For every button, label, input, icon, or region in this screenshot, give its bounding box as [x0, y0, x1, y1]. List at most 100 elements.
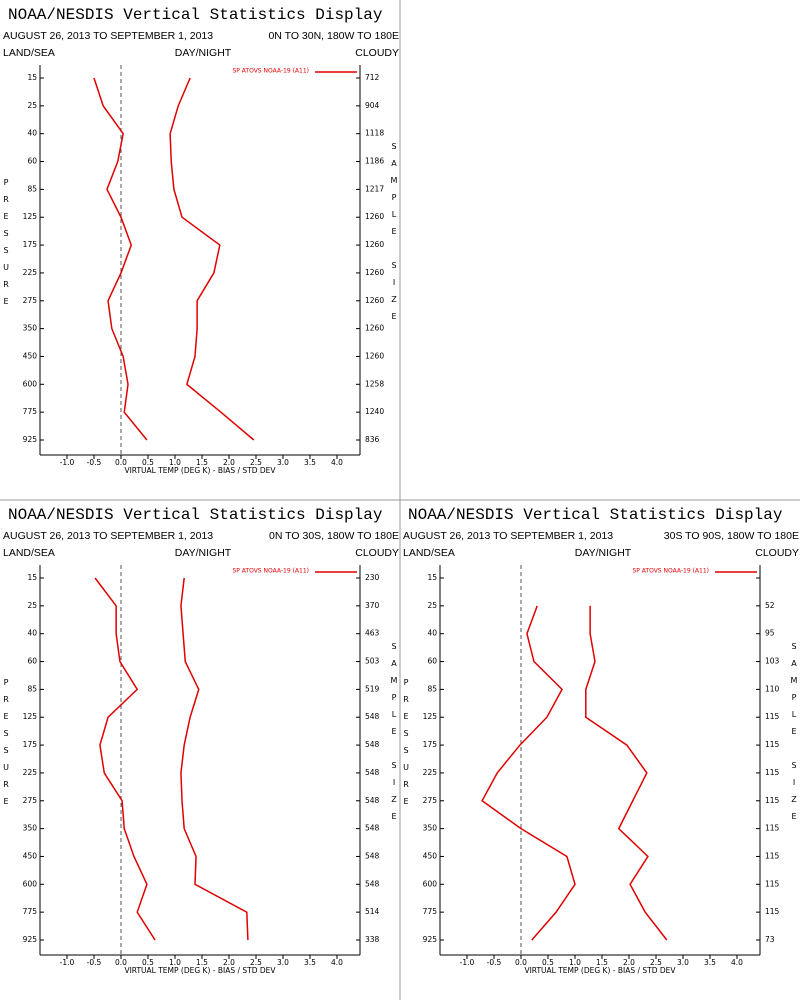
- panel-title: NOAA/NESDIS Vertical Statistics Display: [8, 6, 383, 24]
- y-axis-label: PRESSURE: [402, 678, 411, 814]
- x-tick-label: 2.0: [623, 958, 635, 967]
- column-header: CLOUDY: [755, 547, 799, 559]
- legend-label: SP ATOVS NOAA-19 (A11): [232, 568, 309, 575]
- pressure-label: 85: [27, 184, 37, 193]
- sample-size: 115: [765, 879, 780, 888]
- pressure-label: 40: [27, 629, 37, 638]
- x-tick-label: 4.0: [331, 458, 343, 467]
- sample-size: 548: [365, 712, 380, 721]
- x-tick-label: -0.5: [87, 958, 102, 967]
- x-tick-label: 2.5: [250, 458, 262, 467]
- x-tick-label: 0.5: [142, 958, 154, 967]
- date-range: AUGUST 26, 2013 TO SEPTEMBER 1, 2013: [403, 530, 613, 542]
- date-range: AUGUST 26, 2013 TO SEPTEMBER 1, 2013: [3, 530, 213, 542]
- x-tick-label: -1.0: [460, 958, 475, 967]
- pressure-label: 40: [427, 629, 437, 638]
- column-header: LAND/SEA: [3, 547, 55, 559]
- date-range: AUGUST 26, 2013 TO SEPTEMBER 1, 2013: [3, 30, 213, 42]
- pressure-label: 25: [27, 101, 37, 110]
- sample-size: 230: [365, 573, 380, 582]
- pressure-label: 60: [27, 157, 37, 166]
- column-header: DAY/NIGHT: [175, 547, 232, 559]
- series-line: [93, 77, 148, 441]
- pressure-label: 775: [23, 407, 38, 416]
- panel: NOAA/NESDIS Vertical Statistics Display A…: [402, 506, 800, 975]
- sample-size: 95: [765, 629, 775, 638]
- x-tick-label: 1.0: [569, 958, 581, 967]
- x-axis-label: VIRTUAL TEMP (DEG K) - BIAS / STD DEV: [124, 966, 276, 975]
- sample-size: 548: [365, 879, 380, 888]
- column-header: CLOUDY: [355, 47, 399, 59]
- pressure-label: 600: [423, 879, 438, 888]
- x-tick-label: -1.0: [60, 958, 75, 967]
- x-tick-label: 0.5: [142, 458, 154, 467]
- sample-size: 548: [365, 796, 380, 805]
- x-tick-label: 2.5: [250, 958, 262, 967]
- sample-size: 1260: [365, 351, 384, 360]
- panel-title: NOAA/NESDIS Vertical Statistics Display: [8, 506, 383, 524]
- x-tick-label: 1.0: [169, 958, 181, 967]
- x-tick-label: 2.0: [223, 958, 235, 967]
- pressure-label: 600: [23, 879, 38, 888]
- column-header: LAND/SEA: [403, 547, 455, 559]
- x-tick-label: 1.5: [196, 458, 208, 467]
- pressure-label: 775: [23, 907, 38, 916]
- sample-size: 115: [765, 768, 780, 777]
- pressure-label: 450: [423, 851, 438, 860]
- sample-size: 52: [765, 601, 775, 610]
- sample-size: 1260: [365, 324, 384, 333]
- x-tick-label: 0.0: [115, 958, 127, 967]
- pressure-label: 15: [27, 573, 37, 582]
- x-tick-label: 3.5: [304, 458, 316, 467]
- sample-size: 503: [365, 657, 380, 666]
- sample-size: 1258: [365, 379, 384, 388]
- y-axis-label: PRESSURE: [2, 678, 11, 814]
- sample-size: 338: [365, 935, 380, 944]
- x-tick-label: 0.0: [115, 458, 127, 467]
- pressure-label: 350: [23, 324, 38, 333]
- y2-axis-label: SAMPLE SIZE: [390, 142, 399, 329]
- pressure-label: 60: [27, 657, 37, 666]
- sample-size: 1118: [365, 129, 384, 138]
- sample-size: 1260: [365, 212, 384, 221]
- series-line: [481, 605, 576, 941]
- sample-size: 712: [365, 73, 380, 82]
- pressure-label: 225: [23, 268, 38, 277]
- pressure-label: 125: [423, 712, 438, 721]
- x-tick-label: 2.0: [223, 458, 235, 467]
- panel: NOAA/NESDIS Vertical Statistics Display A…: [2, 6, 400, 475]
- pressure-label: 175: [23, 240, 38, 249]
- pressure-label: 85: [27, 684, 37, 693]
- x-tick-label: 3.5: [704, 958, 716, 967]
- sample-size: 115: [765, 907, 780, 916]
- x-tick-label: 4.0: [331, 958, 343, 967]
- pressure-label: 925: [23, 435, 38, 444]
- sample-size: 1217: [365, 184, 384, 193]
- pressure-label: 275: [423, 796, 438, 805]
- x-tick-label: -1.0: [60, 458, 75, 467]
- series-line: [180, 577, 249, 941]
- column-header: DAY/NIGHT: [575, 547, 632, 559]
- pressure-label: 225: [23, 768, 38, 777]
- sample-size: 548: [365, 824, 380, 833]
- series-line: [585, 605, 668, 941]
- pressure-label: 25: [27, 601, 37, 610]
- panel-title: NOAA/NESDIS Vertical Statistics Display: [408, 506, 783, 524]
- pressure-label: 125: [23, 212, 38, 221]
- x-axis-label: VIRTUAL TEMP (DEG K) - BIAS / STD DEV: [124, 466, 276, 475]
- pressure-label: 85: [427, 684, 437, 693]
- pressure-label: 60: [427, 657, 437, 666]
- sample-size: 548: [365, 740, 380, 749]
- pressure-label: 40: [27, 129, 37, 138]
- series-line: [169, 77, 255, 441]
- pressure-label: 175: [23, 740, 38, 749]
- sample-size: 115: [765, 712, 780, 721]
- series-line: [94, 577, 156, 941]
- pressure-label: 225: [423, 768, 438, 777]
- x-tick-label: -0.5: [487, 958, 502, 967]
- sample-size: 519: [365, 684, 380, 693]
- column-header: LAND/SEA: [3, 47, 55, 59]
- legend-label: SP ATOVS NOAA-19 (A11): [232, 68, 309, 75]
- pressure-label: 350: [423, 824, 438, 833]
